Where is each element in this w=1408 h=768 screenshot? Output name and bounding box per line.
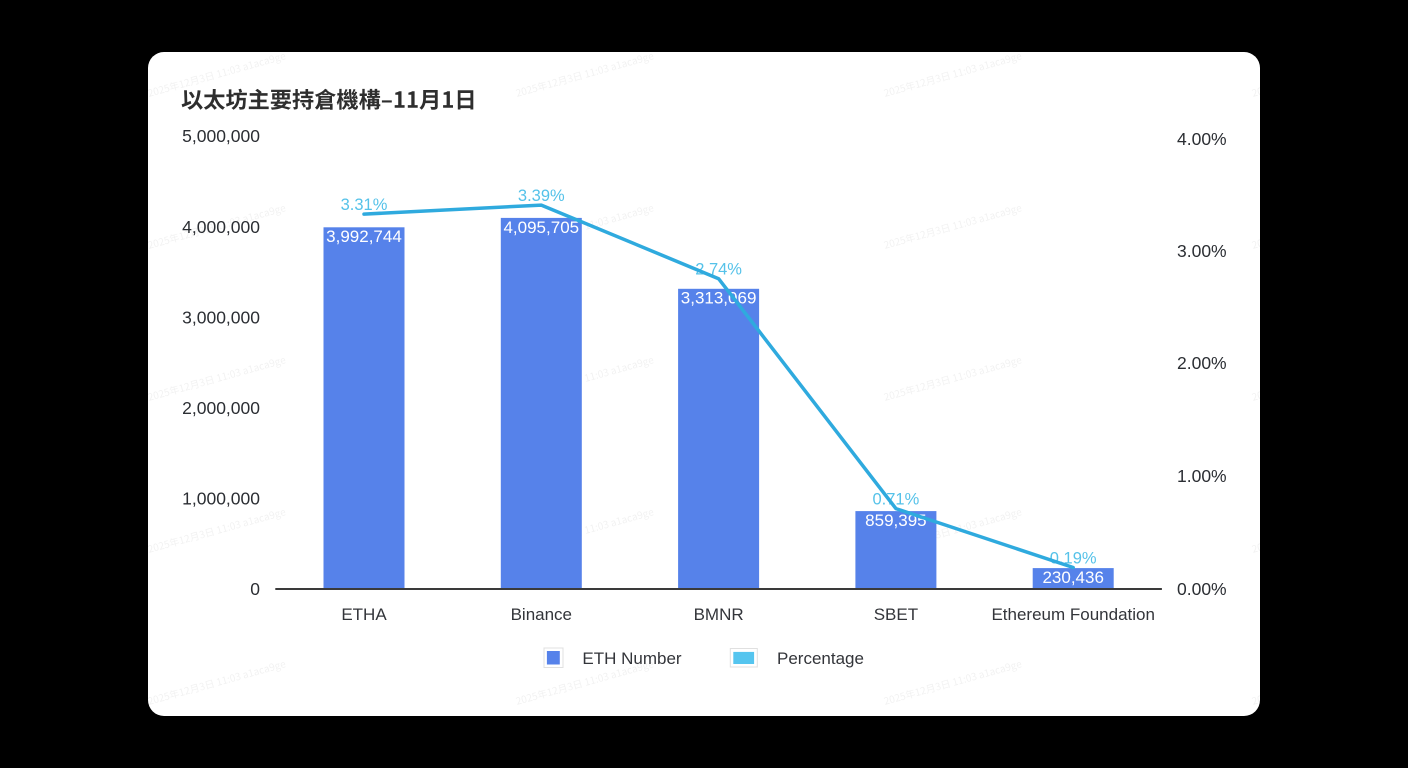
svg-text:ETHA: ETHA [341, 605, 387, 624]
svg-text:Percentage: Percentage [777, 649, 864, 668]
svg-text:Binance: Binance [511, 605, 572, 624]
svg-text:2,000,000: 2,000,000 [182, 398, 260, 418]
svg-text:ETH Number: ETH Number [582, 649, 682, 668]
svg-text:230,436: 230,436 [1042, 568, 1103, 587]
svg-text:1,000,000: 1,000,000 [182, 489, 260, 509]
svg-text:SBET: SBET [874, 605, 918, 624]
svg-text:4,000,000: 4,000,000 [182, 217, 260, 237]
svg-text:4.00%: 4.00% [1177, 129, 1227, 149]
svg-text:Ethereum Foundation: Ethereum Foundation [991, 605, 1155, 624]
svg-text:0.00%: 0.00% [1177, 579, 1227, 599]
svg-text:3,000,000: 3,000,000 [182, 307, 260, 327]
svg-text:3.00%: 3.00% [1177, 241, 1227, 261]
svg-text:1.00%: 1.00% [1177, 466, 1227, 486]
svg-text:859,395: 859,395 [865, 511, 926, 530]
svg-text:0.71%: 0.71% [873, 491, 920, 509]
svg-text:BMNR: BMNR [694, 605, 744, 624]
svg-text:0: 0 [250, 579, 260, 599]
svg-text:4,095,705: 4,095,705 [503, 218, 579, 237]
svg-text:3,313,069: 3,313,069 [681, 289, 757, 308]
svg-text:3,992,744: 3,992,744 [326, 227, 402, 246]
svg-text:5,000,000: 5,000,000 [182, 126, 260, 146]
svg-text:2.00%: 2.00% [1177, 353, 1227, 373]
svg-text:3.31%: 3.31% [341, 196, 388, 214]
svg-text:2.74%: 2.74% [695, 261, 742, 279]
svg-text:3.39%: 3.39% [518, 187, 565, 205]
svg-text:0.19%: 0.19% [1050, 549, 1097, 567]
